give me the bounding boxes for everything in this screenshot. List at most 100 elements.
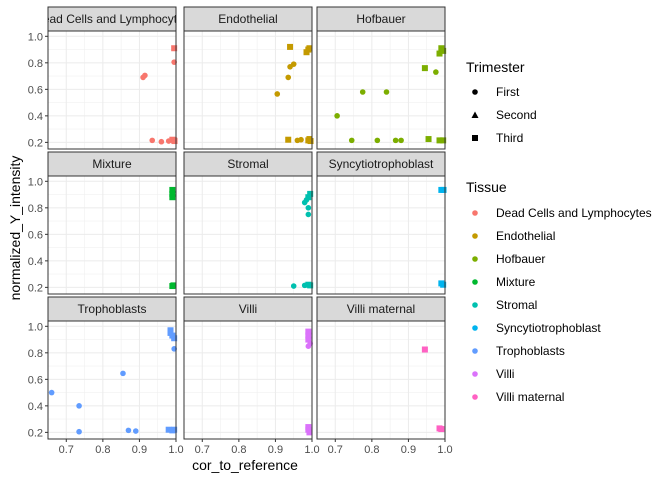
legend-key — [472, 210, 478, 216]
data-point — [471, 111, 479, 118]
data-point — [301, 199, 308, 206]
panel-border — [47, 320, 177, 440]
legend-item: Mixture — [472, 275, 536, 289]
data-point — [421, 346, 428, 353]
x-tick-label: 0.9 — [132, 444, 147, 456]
data-point — [359, 89, 366, 95]
data-point — [285, 136, 292, 143]
data-point — [170, 282, 177, 289]
panel-border — [183, 30, 313, 150]
y-tick-label: 0.4 — [28, 111, 43, 123]
data-point — [298, 136, 304, 143]
panel-border — [316, 175, 446, 295]
y-tick-label: 0.2 — [28, 137, 43, 149]
data-point — [438, 426, 445, 433]
legend-label: Mixture — [496, 275, 536, 289]
panel-background — [48, 176, 176, 294]
legend-layer: Trimester First Second Third Tissue Dead Cell… — [466, 59, 652, 404]
facet-panel: Dead Cells and Lymphocytes 0.2 0.4 0.6 0.8 1.… — [28, 6, 178, 150]
panel-border — [47, 175, 177, 295]
x-tick-label: 0.7 — [328, 444, 343, 456]
data-point — [305, 343, 312, 349]
facet-panel: Mixture 0.2 0.4 0.6 0.8 1.0 — [28, 151, 177, 295]
y-tick-label: 0.4 — [28, 401, 43, 413]
data-point — [287, 63, 293, 70]
x-tick-label: 0.8 — [364, 444, 379, 456]
facet-strip — [316, 296, 446, 322]
facet-panel: Hofbauer — [316, 6, 447, 150]
facet-panel: Villi 0.7 0.8 0.9 1.0 — [183, 296, 320, 456]
panel-border — [316, 320, 446, 440]
data-point — [472, 89, 478, 95]
legend-key — [472, 302, 478, 308]
legend-label: Endothelial — [496, 229, 555, 243]
legend-key — [472, 371, 478, 377]
data-point — [158, 138, 165, 145]
data-point — [167, 329, 174, 336]
legend-item: Second — [471, 108, 537, 122]
data-point — [142, 72, 148, 79]
panel-background — [317, 176, 445, 294]
data-point — [305, 328, 312, 335]
legend-label: Trophoblasts — [496, 344, 565, 358]
y-tick-label: 0.8 — [28, 58, 43, 70]
data-point — [169, 194, 176, 201]
panels-layer: Dead Cells and Lymphocytes 0.2 0.4 0.6 0.8 1.… — [28, 6, 453, 456]
legend-item: Hofbauer — [472, 252, 545, 266]
panel-border — [183, 175, 313, 295]
facet-strip — [316, 151, 446, 177]
legend-item: Trophoblasts — [472, 344, 565, 358]
data-point — [149, 137, 156, 144]
data-point — [305, 205, 312, 211]
data-point — [334, 113, 340, 119]
x-tick-label: 0.9 — [268, 444, 283, 456]
legend-title-trimester: Trimester — [466, 59, 525, 75]
facet-panel: Trophoblasts 0.2 0.4 0.6 0.8 1.0 0.7 0.8 0.9 1.0 — [28, 296, 184, 456]
data-point — [285, 74, 292, 81]
y-tick-label: 0.4 — [28, 256, 43, 268]
legend-label: Dead Cells and Lymphocytes — [496, 206, 652, 220]
data-point — [307, 138, 314, 145]
data-point — [165, 426, 172, 433]
panel-background — [184, 321, 312, 439]
data-point — [307, 282, 314, 289]
data-point — [48, 389, 55, 396]
y-axis-title: normalized_Y_intensity — [7, 156, 23, 301]
data-point — [348, 137, 355, 144]
data-point — [274, 91, 281, 97]
data-point — [120, 370, 126, 377]
x-tick-label: 0.9 — [401, 444, 416, 456]
panel-border — [47, 30, 177, 150]
x-tick-label: 1.0 — [437, 444, 452, 456]
facet-title: Mixture — [92, 157, 132, 171]
data-point — [425, 136, 432, 143]
legend-label: Hofbauer — [496, 252, 545, 266]
x-tick-label: 1.0 — [304, 444, 319, 456]
y-tick-label: 1.0 — [28, 31, 43, 43]
facet-panel: Villi maternal 0.7 0.8 0.9 1.0 — [316, 296, 453, 456]
y-tick-label: 0.8 — [28, 348, 43, 360]
legend-title-tissue: Tissue — [466, 179, 507, 195]
facet-title: Endothelial — [218, 12, 277, 26]
panel-background — [48, 31, 176, 149]
legend-key — [472, 394, 478, 400]
x-tick-label: 0.8 — [95, 444, 110, 456]
data-point — [440, 281, 447, 288]
facet-title: Trophoblasts — [78, 302, 147, 316]
facet-title: Hofbauer — [356, 12, 405, 26]
facet-strip — [316, 6, 446, 32]
legend-key — [472, 325, 478, 331]
data-point — [76, 428, 82, 435]
data-point — [305, 332, 312, 339]
facet-panel: Endothelial — [183, 6, 314, 150]
panel-border — [316, 30, 446, 150]
facet-panel: Syncytiotrophoblast — [316, 151, 447, 295]
y-tick-label: 1.0 — [28, 176, 43, 188]
data-point — [171, 138, 178, 145]
legend-label: Villi — [496, 367, 514, 381]
data-point — [306, 429, 313, 436]
data-point — [132, 428, 139, 434]
legend-key — [472, 279, 478, 285]
legend-label: Villi maternal — [496, 390, 564, 404]
